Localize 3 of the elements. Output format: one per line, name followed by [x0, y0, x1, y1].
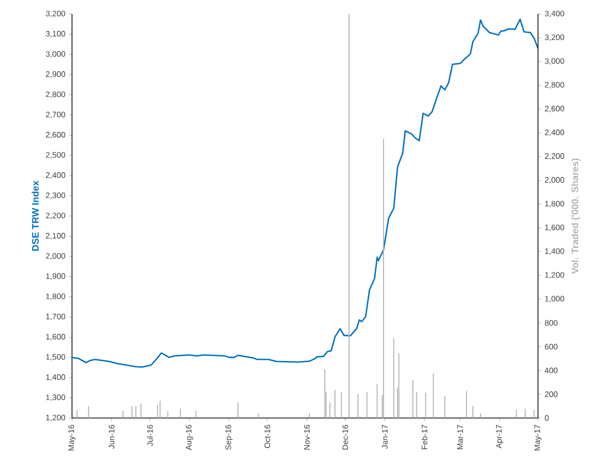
line-series: [72, 18, 538, 368]
y2-axis-title: Vol. Traded ('000. Shares): [571, 158, 580, 274]
y-axis-title: DSE TRW Index: [32, 180, 39, 251]
